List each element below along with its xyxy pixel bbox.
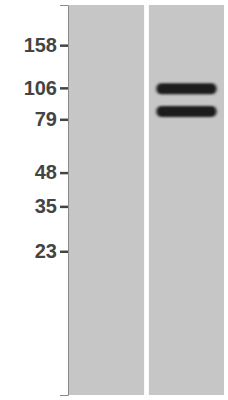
tick: 23	[35, 240, 68, 262]
tick: 158	[24, 34, 68, 56]
tick: 79	[35, 108, 68, 130]
tick: 106	[24, 77, 68, 99]
blot-figure: 158 106 79 48 35 23	[0, 0, 228, 400]
band	[156, 83, 216, 94]
tick-mark	[60, 44, 68, 47]
y-axis: 158 106 79 48 35 23	[24, 6, 69, 396]
tick-mark	[60, 251, 68, 254]
tick-mark	[60, 172, 68, 175]
tick-label: 35	[35, 195, 57, 217]
tick: 35	[35, 195, 68, 217]
tick-mark	[60, 87, 68, 90]
axis-line	[60, 6, 69, 396]
lane	[149, 5, 224, 395]
band	[156, 106, 216, 117]
tick: 48	[35, 161, 68, 183]
tick-label: 23	[35, 240, 57, 262]
tick-label: 48	[35, 161, 57, 183]
lanes	[69, 5, 224, 395]
tick-label: 158	[24, 34, 57, 56]
tick-label: 106	[24, 77, 57, 99]
tick-mark	[60, 206, 68, 209]
tick-mark	[60, 119, 68, 122]
bands	[156, 83, 216, 117]
lane	[69, 5, 144, 395]
tick-label: 79	[35, 108, 57, 130]
